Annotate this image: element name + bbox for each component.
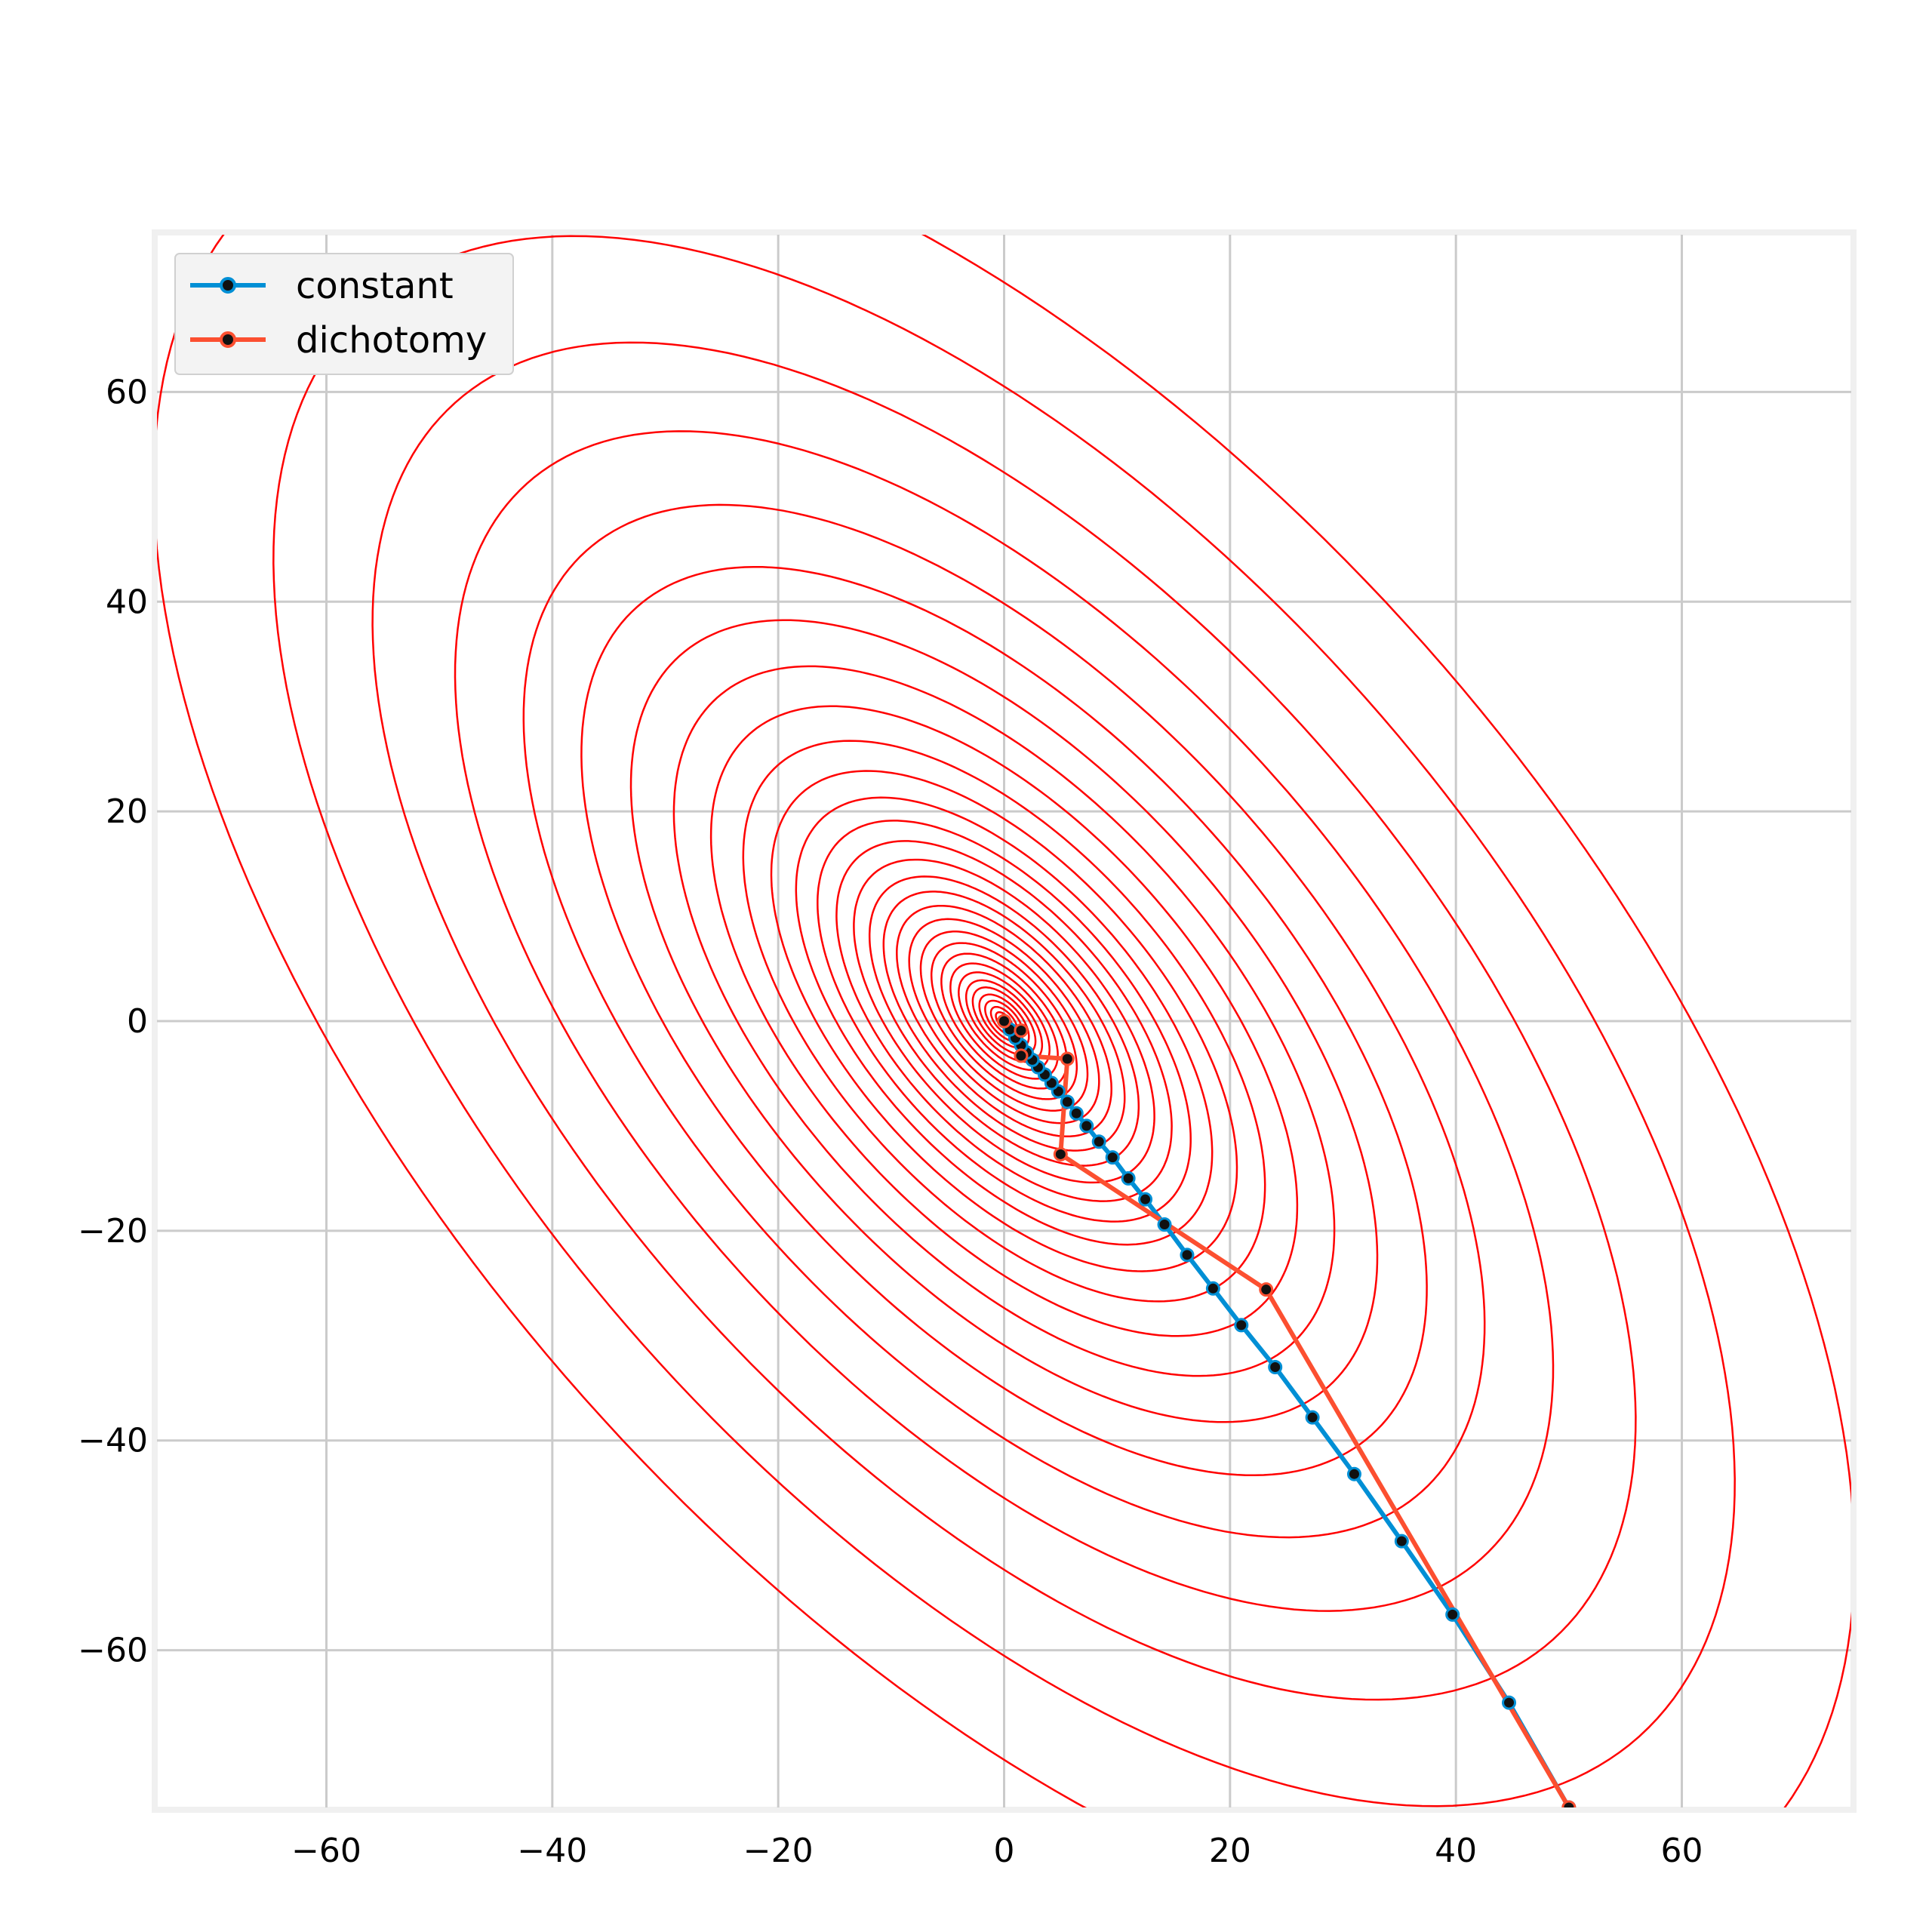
contour-ellipse xyxy=(868,875,1140,1167)
point-constant xyxy=(1394,1534,1409,1549)
point-constant xyxy=(1445,1607,1460,1622)
y-tick-label: 40 xyxy=(106,583,148,621)
contour-ellipse xyxy=(454,430,1555,1612)
point-constant xyxy=(1205,1281,1220,1296)
point-dichotomy xyxy=(1259,1282,1274,1297)
contour-ellipse xyxy=(795,796,1214,1246)
contour-ellipse xyxy=(949,962,1059,1080)
contour-ellipse xyxy=(522,503,1486,1539)
point-constant xyxy=(1502,1695,1517,1710)
point-dichotomy xyxy=(1014,1048,1029,1063)
contour-ellipse xyxy=(770,770,1238,1272)
contour-ellipse xyxy=(371,341,1637,1701)
point-constant xyxy=(1121,1171,1136,1186)
x-tick-label: −20 xyxy=(743,1832,814,1870)
x-tick-label: 60 xyxy=(1661,1832,1703,1870)
contour-ellipse xyxy=(835,840,1173,1202)
point-dichotomy xyxy=(1014,1023,1029,1038)
point-constant xyxy=(1091,1134,1106,1149)
y-tick-label: −40 xyxy=(78,1422,148,1460)
x-tick-label: −60 xyxy=(291,1832,361,1870)
legend-marker-constant xyxy=(220,277,236,294)
contour-ellipse xyxy=(853,858,1155,1184)
point-constant xyxy=(1157,1217,1172,1232)
contour-ellipse xyxy=(709,705,1299,1337)
contour-ellipse xyxy=(580,565,1428,1477)
legend-label-dichotomy: dichotomy xyxy=(296,319,487,361)
contour-ellipse xyxy=(629,619,1379,1423)
contour-ellipse xyxy=(908,918,1100,1124)
contour-ellipse xyxy=(742,740,1266,1303)
contour-ellipse xyxy=(964,979,1044,1063)
point-constant xyxy=(1138,1192,1153,1207)
contour-ellipse xyxy=(940,952,1068,1090)
x-tick-label: 20 xyxy=(1209,1832,1251,1870)
point-constant xyxy=(1105,1150,1120,1165)
tick-labels: −60 −40 −20 0 20 40 60 60 40 20 0 −20 −40 −60 xyxy=(78,373,1703,1870)
point-dichotomy xyxy=(1053,1146,1068,1161)
y-tick-label: −60 xyxy=(78,1632,148,1670)
contour-ellipse xyxy=(817,820,1192,1223)
legend-label-constant: constant xyxy=(296,265,454,307)
legend-marker-dichotomy xyxy=(220,331,236,348)
contour-ellipse xyxy=(157,235,1851,1807)
contour-ellipse xyxy=(978,993,1030,1049)
contour-ellipse xyxy=(672,665,1336,1377)
x-tick-label: 0 xyxy=(994,1832,1015,1870)
y-tick-label: 20 xyxy=(106,792,148,831)
legend: constant dichotomy xyxy=(174,253,514,375)
x-tick-label: 40 xyxy=(1435,1832,1477,1870)
point-constant xyxy=(1079,1118,1094,1134)
y-tick-label: 60 xyxy=(106,373,148,411)
point-constant xyxy=(1268,1359,1283,1374)
contour-ellipse xyxy=(896,904,1112,1138)
x-tick-label: −40 xyxy=(517,1832,587,1870)
point-constant xyxy=(1346,1466,1361,1481)
contour-lines xyxy=(157,235,1851,1807)
point-dichotomy xyxy=(1060,1051,1075,1066)
contour-ellipse xyxy=(971,986,1037,1056)
y-tick-label: 0 xyxy=(127,1002,148,1041)
point-dichotomy xyxy=(997,1014,1011,1029)
grid-lines xyxy=(157,235,1851,1807)
point-constant xyxy=(1305,1410,1320,1425)
point-constant xyxy=(1069,1106,1084,1121)
contour-ellipse xyxy=(958,971,1051,1071)
point-constant xyxy=(1180,1247,1195,1263)
series-lines xyxy=(997,1014,1577,1807)
point-constant xyxy=(1060,1094,1075,1109)
contour-ellipse xyxy=(919,931,1089,1112)
contour-ellipse xyxy=(930,942,1078,1100)
point-constant xyxy=(1234,1318,1249,1333)
point-dichotomy xyxy=(1561,1800,1577,1807)
contour-ellipse xyxy=(882,891,1126,1152)
y-tick-label: −20 xyxy=(78,1212,148,1251)
